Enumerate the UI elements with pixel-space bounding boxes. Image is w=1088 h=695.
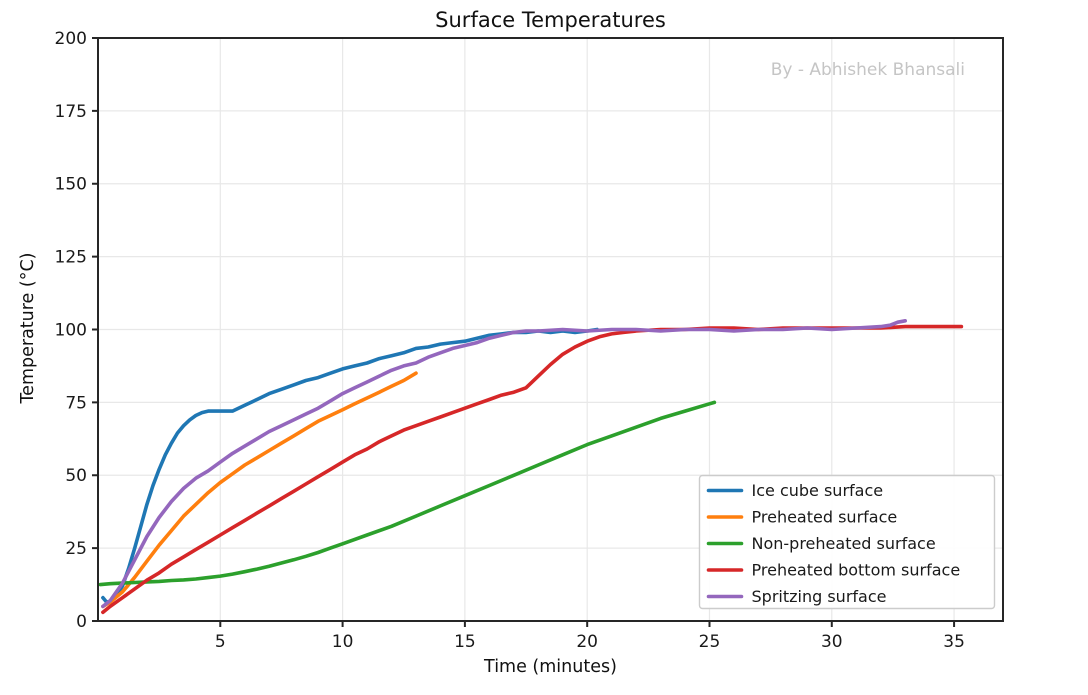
watermark-text: By - Abhishek Bhansali bbox=[770, 60, 965, 80]
legend-item-preheated-surface: Preheated surface bbox=[706, 508, 898, 527]
line-non-preheated-surface bbox=[98, 400, 717, 587]
y-tick-label: 50 bbox=[65, 466, 87, 486]
legend-item-preheated-bottom-surface: Preheated bottom surface bbox=[706, 561, 961, 580]
chart-title: Surface Temperatures bbox=[435, 8, 666, 32]
legend-label: Ice cube surface bbox=[752, 481, 884, 500]
y-tick-label: 175 bbox=[55, 102, 87, 122]
x-tick-label: 30 bbox=[821, 632, 843, 652]
legend-label: Preheated surface bbox=[752, 508, 898, 527]
line-ice-cube-surface bbox=[101, 327, 599, 604]
x-tick-label: 20 bbox=[576, 632, 598, 652]
y-tick-label: 25 bbox=[65, 539, 87, 559]
line-preheated-surface bbox=[101, 371, 418, 609]
x-tick-label: 5 bbox=[215, 632, 226, 652]
x-tick-label: 35 bbox=[943, 632, 965, 652]
legend-item-ice-cube-surface: Ice cube surface bbox=[706, 481, 884, 500]
y-tick-label: 150 bbox=[55, 175, 87, 195]
legend-label: Spritzing surface bbox=[752, 587, 887, 606]
y-tick-label: 125 bbox=[55, 248, 87, 268]
legend: Ice cube surface Preheated surface Non-pre… bbox=[698, 474, 996, 610]
line-spritzing-surface bbox=[101, 318, 908, 609]
x-tick-label: 10 bbox=[332, 632, 354, 652]
y-tick-label: 200 bbox=[55, 29, 87, 49]
series-lines bbox=[98, 318, 964, 615]
line-preheated-bottom-surface bbox=[101, 324, 964, 615]
legend-label: Preheated bottom surface bbox=[752, 561, 961, 580]
x-tick-label: 25 bbox=[699, 632, 721, 652]
x-tick-label: 15 bbox=[454, 632, 476, 652]
legend-item-spritzing-surface: Spritzing surface bbox=[706, 587, 887, 606]
legend-label: Non-preheated surface bbox=[752, 534, 936, 553]
ticks: 5 10 15 20 25 30 35 0 25 50 75 100 125 150 175 200 bbox=[55, 29, 965, 652]
x-axis-label: Time (minutes) bbox=[484, 657, 617, 677]
y-tick-label: 75 bbox=[65, 393, 87, 413]
y-tick-label: 0 bbox=[76, 612, 87, 632]
legend-box bbox=[698, 474, 996, 610]
legend-item-non-preheated-surface: Non-preheated surface bbox=[706, 534, 936, 553]
y-axis-label: Temperature (°C) bbox=[18, 252, 38, 404]
y-tick-label: 100 bbox=[55, 320, 87, 340]
